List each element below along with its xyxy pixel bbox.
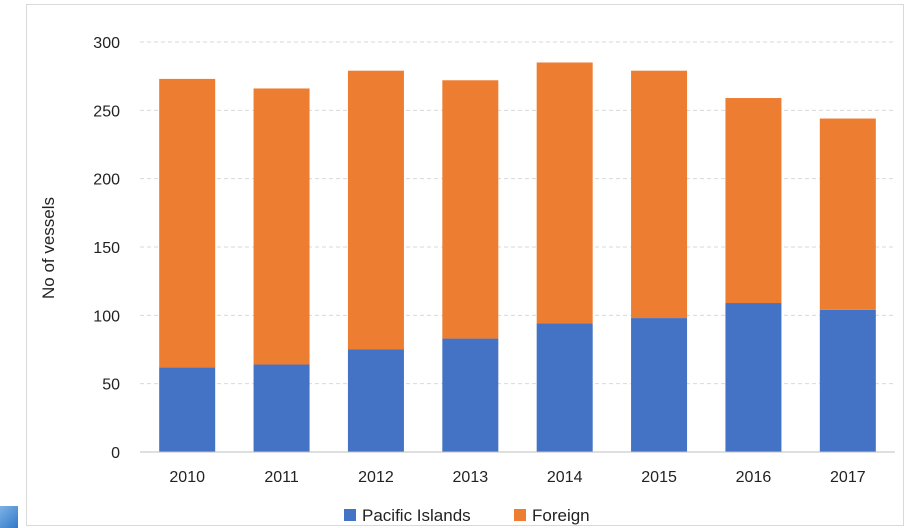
bar-pacific-islands-2014 [536, 323, 593, 452]
y-axis-label: No of vessels [39, 197, 58, 299]
y-tick-label: 0 [111, 445, 120, 462]
x-tick-label: 2012 [358, 469, 394, 486]
bar-pacific-islands-2013 [442, 338, 499, 452]
bar-foreign-2015 [631, 70, 688, 319]
gridlines [140, 41, 895, 385]
bar-foreign-2017 [819, 118, 876, 310]
legend-label: Foreign [532, 506, 590, 525]
legend-swatch-foreign [514, 509, 526, 521]
bar-foreign-2010 [159, 78, 216, 368]
bar-pacific-islands-2011 [253, 364, 310, 452]
x-tick-label: 2010 [169, 469, 205, 486]
legend: Pacific Islands Foreign [344, 506, 590, 525]
bar-foreign-2013 [442, 80, 499, 339]
y-axis-ticks: 0 50 100 150 200 250 300 [93, 35, 120, 462]
bar-pacific-islands-2016 [725, 303, 782, 452]
y-tick-label: 100 [93, 308, 120, 325]
x-tick-label: 2017 [830, 469, 866, 486]
x-tick-label: 2013 [453, 469, 489, 486]
blue-corner-decoration [0, 506, 18, 528]
x-tick-label: 2014 [547, 469, 583, 486]
x-tick-label: 2011 [264, 469, 299, 486]
y-tick-label: 50 [102, 377, 120, 394]
y-tick-label: 250 [93, 103, 120, 120]
y-tick-label: 150 [93, 240, 120, 257]
x-tick-label: 2015 [641, 469, 677, 486]
bar-pacific-islands-2017 [819, 309, 876, 452]
bar-foreign-2012 [347, 70, 404, 350]
bars [159, 62, 876, 452]
bar-foreign-2011 [253, 88, 310, 365]
bar-pacific-islands-2010 [159, 367, 216, 452]
legend-label: Pacific Islands [362, 506, 471, 525]
legend-swatch-pacific-islands [344, 509, 356, 521]
y-tick-label: 300 [93, 35, 120, 52]
x-axis-ticks: 2010 2011 2012 2013 2014 2015 2016 2017 [169, 469, 865, 486]
y-tick-label: 200 [93, 172, 120, 189]
x-tick-label: 2016 [736, 469, 772, 486]
bar-pacific-islands-2015 [631, 318, 688, 452]
bar-foreign-2014 [536, 62, 593, 324]
bar-pacific-islands-2012 [347, 349, 404, 452]
bar-foreign-2016 [725, 98, 782, 304]
